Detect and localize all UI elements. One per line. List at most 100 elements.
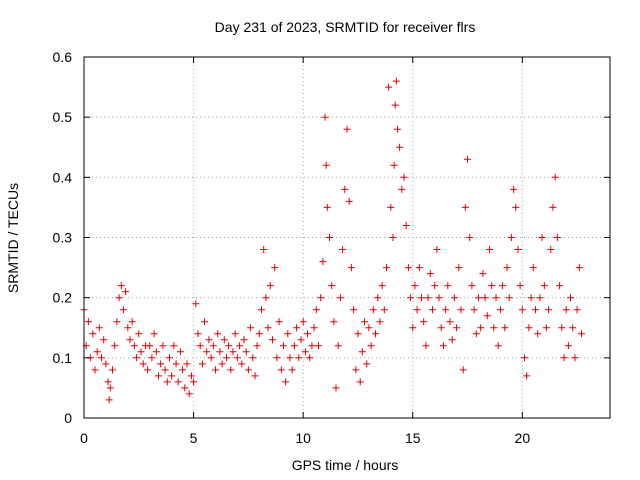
data-point <box>104 378 112 386</box>
data-point <box>459 366 467 374</box>
data-point <box>106 384 114 392</box>
data-point <box>84 318 92 326</box>
data-point <box>560 354 568 362</box>
data-point <box>212 366 219 374</box>
data-point <box>479 270 487 278</box>
x-tick-label: 0 <box>80 430 88 446</box>
data-point <box>380 306 388 314</box>
data-point <box>547 246 555 253</box>
data-point <box>431 282 439 290</box>
data-point <box>328 282 336 290</box>
data-point <box>93 348 101 356</box>
data-point <box>538 234 546 241</box>
data-point <box>516 282 524 290</box>
data-point <box>404 264 412 272</box>
data-point <box>450 294 458 302</box>
data-point <box>383 264 390 272</box>
data-point <box>409 324 417 332</box>
data-point <box>130 342 138 350</box>
data-point <box>483 312 491 320</box>
y-tick-label: 0.6 <box>53 49 73 65</box>
data-point <box>218 360 226 368</box>
data-point <box>240 336 248 344</box>
data-point <box>510 185 518 193</box>
data-point <box>367 342 375 350</box>
data-point <box>426 270 434 278</box>
x-tick-label: 20 <box>515 430 531 446</box>
data-point <box>277 366 285 374</box>
data-point <box>295 354 303 362</box>
data-point <box>433 246 441 253</box>
data-point <box>174 378 182 386</box>
data-point <box>571 354 579 362</box>
data-point <box>321 113 329 121</box>
data-point <box>163 378 171 386</box>
data-point <box>392 77 400 85</box>
data-point <box>390 161 398 169</box>
data-point <box>494 342 502 350</box>
data-point <box>148 354 156 362</box>
data-point <box>435 294 443 302</box>
data-point <box>413 306 421 314</box>
data-point <box>573 306 581 314</box>
data-point <box>336 294 344 302</box>
axes: 0 0.1 0.2 0.3 0.4 0.5 0.6 0 5 10 15 20 <box>53 49 611 446</box>
data-point <box>339 246 347 253</box>
data-point <box>556 282 564 290</box>
data-point <box>505 294 513 302</box>
data-point <box>354 330 362 338</box>
data-point <box>356 378 364 386</box>
data-point <box>477 324 485 332</box>
data-point <box>159 342 167 350</box>
data-point <box>475 294 482 302</box>
data-point <box>279 342 287 350</box>
data-point <box>220 336 228 344</box>
data-point <box>308 342 316 350</box>
data-point <box>363 360 371 368</box>
data-point <box>323 203 331 211</box>
data-point <box>293 324 301 332</box>
data-point <box>310 324 318 332</box>
data-point <box>521 354 528 362</box>
data-point <box>486 246 493 253</box>
data-point <box>411 282 419 290</box>
data-point <box>446 318 454 326</box>
data-point <box>236 342 244 350</box>
data-point <box>529 264 537 272</box>
data-point <box>402 222 410 229</box>
data-point <box>275 318 283 326</box>
data-point <box>536 294 544 302</box>
data-point <box>468 282 476 290</box>
data-point <box>172 360 180 368</box>
data-point <box>238 360 246 368</box>
data-point <box>242 348 250 356</box>
data-point <box>527 294 535 302</box>
data-point <box>396 143 404 151</box>
data-point <box>290 342 298 350</box>
data-point <box>152 348 160 356</box>
chart-title: Day 231 of 2023, SRMTID for receiver flr… <box>215 19 476 35</box>
data-point <box>168 372 176 380</box>
data-point <box>284 330 292 338</box>
data-point <box>464 155 471 163</box>
data-point <box>330 318 338 326</box>
y-tick-label: 0.4 <box>53 169 73 185</box>
data-point <box>385 83 393 91</box>
data-point <box>249 354 257 362</box>
data-point <box>166 354 173 362</box>
data-point <box>378 282 386 290</box>
data-point <box>442 306 450 314</box>
data-points <box>80 77 585 404</box>
data-point <box>273 354 281 362</box>
data-point <box>190 378 198 386</box>
data-point <box>170 342 178 350</box>
data-point <box>322 161 330 169</box>
data-point <box>269 336 276 344</box>
data-point <box>534 330 542 338</box>
data-point <box>334 342 342 350</box>
data-point <box>437 324 445 332</box>
data-point <box>115 294 123 302</box>
data-point <box>282 378 290 386</box>
data-point <box>266 282 274 290</box>
data-point <box>253 342 261 350</box>
